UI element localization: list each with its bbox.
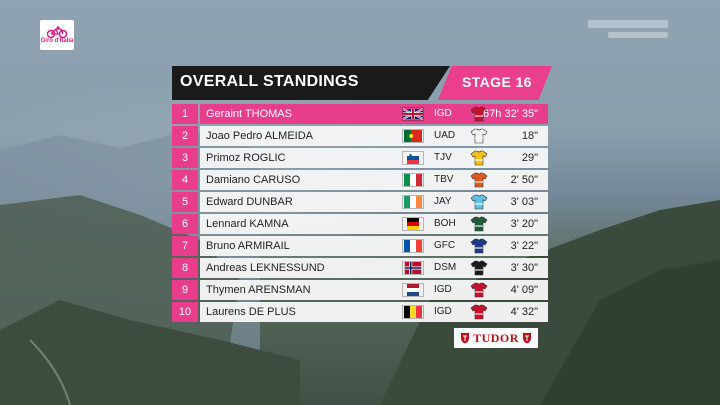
jersey-icon bbox=[470, 216, 488, 232]
shield-icon bbox=[461, 333, 470, 344]
table-row: 8 Andreas LEKNESSUND DSM 3' 30" bbox=[172, 258, 548, 278]
time-gap: 29" bbox=[521, 152, 538, 164]
team-code: UAD bbox=[434, 130, 456, 141]
rider-cell: Joao Pedro ALMEIDA UAD 18" bbox=[200, 126, 548, 146]
rank-badge: 4 bbox=[172, 170, 198, 190]
standings-header: OVERALL STANDINGS STAGE 16 bbox=[172, 66, 552, 100]
flag-ie-icon bbox=[402, 195, 424, 209]
time-gap: 4' 32" bbox=[510, 306, 538, 318]
jersey-icon bbox=[470, 106, 488, 122]
jersey-icon bbox=[470, 150, 488, 166]
rank-badge: 6 bbox=[172, 214, 198, 234]
rank-badge: 7 bbox=[172, 236, 198, 256]
table-row: 5 Edward DUNBAR JAY 3' 03" bbox=[172, 192, 548, 212]
rider-name: Primoz ROGLIC bbox=[206, 152, 286, 164]
shield-icon bbox=[522, 333, 531, 344]
table-row: 9 Thymen ARENSMAN IGD 4' 09" bbox=[172, 280, 548, 300]
rider-name: Lennard KAMNA bbox=[206, 218, 289, 230]
table-row: 1 Geraint THOMAS IGD 67h 32' 35" bbox=[172, 104, 548, 124]
rider-name: Edward DUNBAR bbox=[206, 196, 293, 208]
rider-cell: Andreas LEKNESSUND DSM 3' 30" bbox=[200, 258, 548, 278]
rider-cell: Thymen ARENSMAN IGD 4' 09" bbox=[200, 280, 548, 300]
bicycle-icon bbox=[46, 25, 68, 38]
time-gap: 3' 22" bbox=[510, 240, 538, 252]
jersey-icon bbox=[470, 260, 488, 276]
jersey-icon bbox=[470, 194, 488, 210]
time-gap: 67h 32' 35" bbox=[483, 108, 538, 120]
flag-si-icon bbox=[402, 151, 424, 165]
team-code: GFC bbox=[434, 240, 456, 251]
table-row: 10 Laurens DE PLUS IGD 4' 32" bbox=[172, 302, 548, 322]
rider-name: Bruno ARMIRAIL bbox=[206, 240, 290, 252]
rank-badge: 10 bbox=[172, 302, 198, 322]
time-gap: 3' 20" bbox=[510, 218, 538, 230]
flag-fr-icon bbox=[402, 239, 424, 253]
rider-name: Joao Pedro ALMEIDA bbox=[206, 130, 314, 142]
table-row: 3 Primoz ROGLIC TJV 29" bbox=[172, 148, 548, 168]
jersey-icon bbox=[470, 128, 488, 144]
sponsor-badge: TUDOR bbox=[454, 328, 538, 348]
rider-cell: Damiano CARUSO TBV 2' 50" bbox=[200, 170, 548, 190]
rider-cell: Geraint THOMAS IGD 67h 32' 35" bbox=[200, 104, 548, 124]
rider-cell: Edward DUNBAR JAY 3' 03" bbox=[200, 192, 548, 212]
rider-name: Geraint THOMAS bbox=[206, 108, 292, 120]
rider-cell: Laurens DE PLUS IGD 4' 32" bbox=[200, 302, 548, 322]
time-gap: 2' 50" bbox=[510, 174, 538, 186]
header-title-panel bbox=[172, 66, 450, 100]
flag-it-icon bbox=[402, 173, 424, 187]
table-row: 7 Bruno ARMIRAIL GFC 3' 22" bbox=[172, 236, 548, 256]
jersey-icon bbox=[470, 282, 488, 298]
stage-label: STAGE 16 bbox=[462, 74, 532, 90]
time-gap: 3' 03" bbox=[510, 196, 538, 208]
flag-be-icon bbox=[402, 305, 424, 319]
rank-badge: 8 bbox=[172, 258, 198, 278]
team-code: DSM bbox=[434, 262, 457, 273]
flag-pt-icon bbox=[402, 129, 424, 143]
flag-no-icon bbox=[402, 261, 424, 275]
rank-badge: 5 bbox=[172, 192, 198, 212]
team-code: TBV bbox=[434, 174, 454, 185]
sponsor-name: TUDOR bbox=[473, 330, 519, 345]
rank-badge: 9 bbox=[172, 280, 198, 300]
rider-cell: Lennard KAMNA BOH 3' 20" bbox=[200, 214, 548, 234]
flag-nl-icon bbox=[402, 283, 424, 297]
flag-gb-icon bbox=[402, 107, 424, 121]
table-row: 4 Damiano CARUSO TBV 2' 50" bbox=[172, 170, 548, 190]
logo-text: Giro d'Italia bbox=[40, 37, 74, 44]
team-code: IGD bbox=[434, 306, 452, 317]
rider-cell: Primoz ROGLIC TJV 29" bbox=[200, 148, 548, 168]
rider-name: Damiano CARUSO bbox=[206, 174, 301, 186]
team-code: BOH bbox=[434, 218, 456, 229]
page-title: OVERALL STANDINGS bbox=[180, 73, 359, 90]
jersey-icon bbox=[470, 238, 488, 254]
team-code: JAY bbox=[434, 196, 452, 207]
flag-de-icon bbox=[402, 217, 424, 231]
standings-table: 1 Geraint THOMAS IGD 67h 32' 35" 2 Joao Pedro… bbox=[172, 104, 548, 324]
rank-badge: 2 bbox=[172, 126, 198, 146]
table-row: 6 Lennard KAMNA BOH 3' 20" bbox=[172, 214, 548, 234]
rider-cell: Bruno ARMIRAIL GFC 3' 22" bbox=[200, 236, 548, 256]
rider-name: Laurens DE PLUS bbox=[206, 306, 296, 318]
time-gap: 18" bbox=[521, 130, 538, 142]
jersey-icon bbox=[470, 304, 488, 320]
rider-name: Andreas LEKNESSUND bbox=[206, 262, 325, 274]
rank-badge: 3 bbox=[172, 148, 198, 168]
header-stage-panel bbox=[438, 66, 552, 100]
team-code: IGD bbox=[434, 284, 452, 295]
team-code: TJV bbox=[434, 152, 452, 163]
team-code: IGD bbox=[434, 108, 452, 119]
jersey-icon bbox=[470, 172, 488, 188]
rider-name: Thymen ARENSMAN bbox=[206, 284, 311, 296]
giro-logo: Giro d'Italia bbox=[40, 20, 74, 50]
time-gap: 4' 09" bbox=[510, 284, 538, 296]
time-gap: 3' 30" bbox=[510, 262, 538, 274]
table-row: 2 Joao Pedro ALMEIDA UAD 18" bbox=[172, 126, 548, 146]
broadcaster-watermark bbox=[588, 20, 668, 38]
rank-badge: 1 bbox=[172, 104, 198, 124]
